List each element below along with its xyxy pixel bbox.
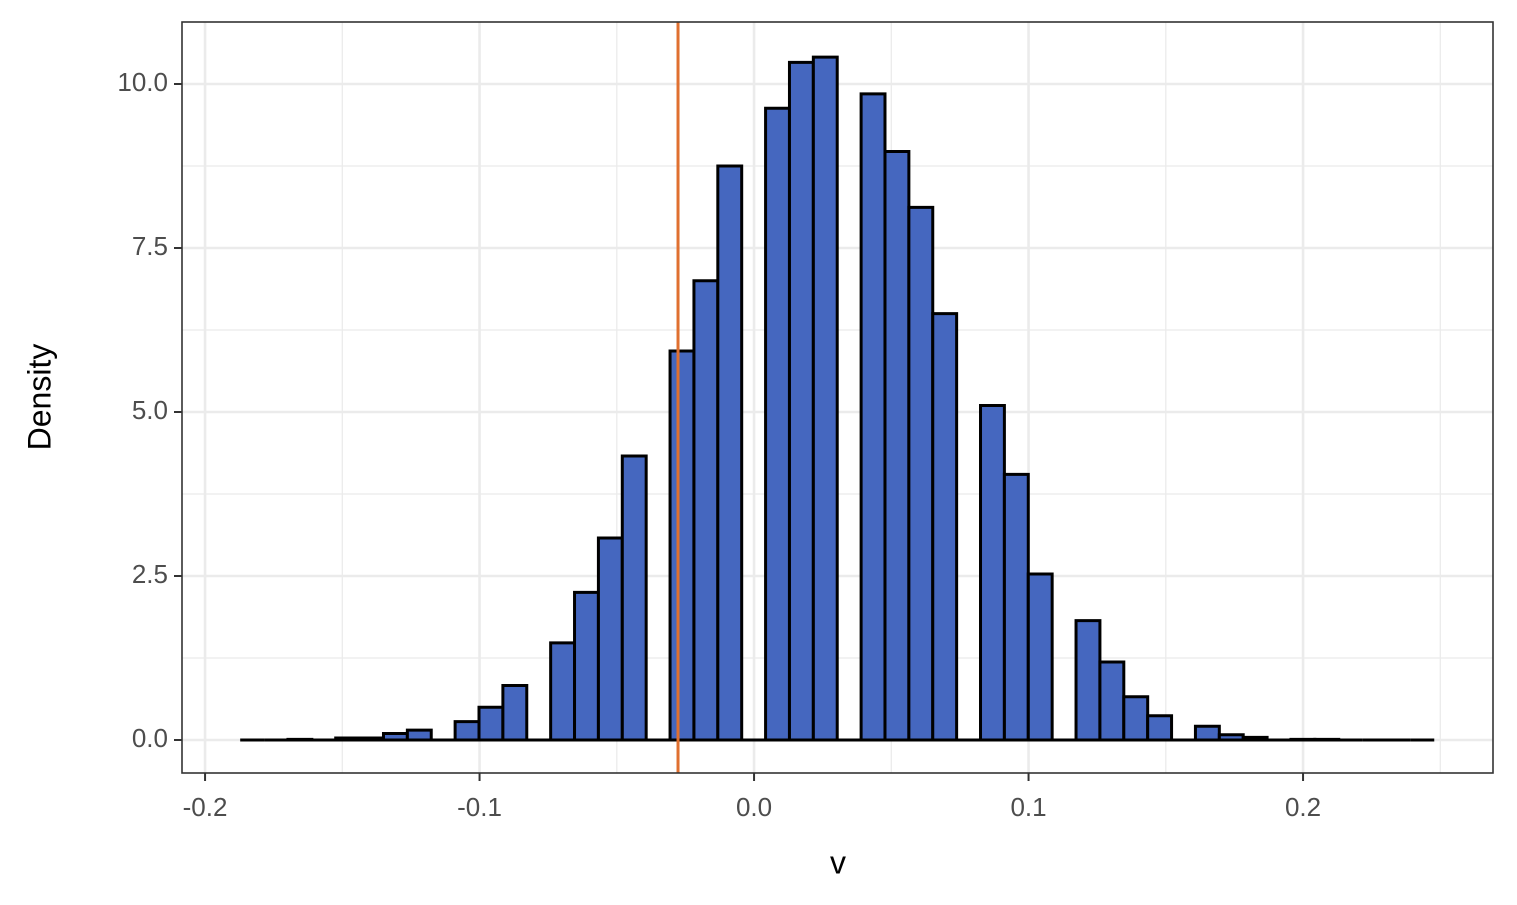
y-tick-label: 2.5 (132, 559, 168, 589)
x-tick-label: -0.2 (183, 792, 228, 822)
bar (596, 536, 624, 742)
bar (1122, 695, 1150, 742)
x-tick-label: -0.1 (457, 792, 502, 822)
bar (1026, 572, 1054, 742)
bar (1193, 724, 1221, 742)
bar (1098, 660, 1126, 742)
bar (668, 349, 696, 742)
bar (549, 641, 577, 742)
bar (1313, 737, 1341, 742)
bar (764, 106, 791, 742)
bar (1074, 619, 1102, 742)
bar (620, 454, 648, 742)
bar (931, 312, 959, 742)
bar (405, 728, 433, 742)
y-tick-label: 0.0 (132, 723, 168, 753)
y-axis-title: Density (21, 344, 57, 451)
bar (1241, 735, 1269, 742)
bar (1146, 714, 1174, 742)
bar (334, 736, 362, 742)
y-tick-label: 5.0 (132, 395, 168, 425)
bar (716, 164, 744, 742)
bar (859, 92, 887, 742)
bar (811, 55, 839, 742)
bar (381, 731, 409, 742)
bar (1217, 733, 1245, 742)
bar (453, 720, 481, 742)
bar (358, 736, 385, 742)
bar (477, 705, 505, 742)
bar (1289, 737, 1317, 742)
bar (501, 684, 529, 742)
x-tick-label: 0.1 (1010, 792, 1046, 822)
panel-border (181, 21, 1494, 774)
bar (883, 150, 911, 742)
bar (787, 60, 815, 742)
bar (979, 403, 1006, 742)
y-tick-label: 10.0 (117, 67, 168, 97)
bar (692, 279, 720, 742)
bar (907, 205, 935, 742)
x-axis-title: v (830, 844, 846, 880)
x-tick-label: 0.2 (1285, 792, 1321, 822)
bar (573, 590, 600, 742)
bar (1002, 472, 1030, 742)
x-tick-label: 0.0 (736, 792, 772, 822)
bar (286, 737, 314, 742)
y-tick-label: 7.5 (132, 231, 168, 261)
